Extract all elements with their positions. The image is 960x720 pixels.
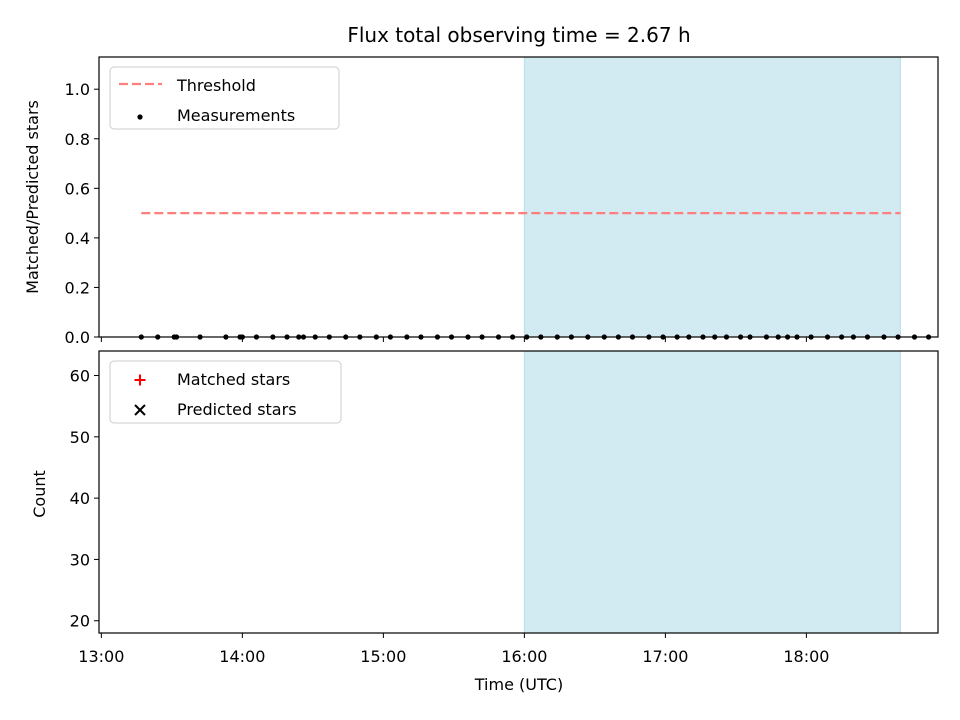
y-tick-label: 0.2 — [65, 278, 90, 297]
legend-measurement-swatch — [137, 114, 143, 120]
y-tick-label: 60 — [70, 367, 90, 386]
y-tick-label: 30 — [70, 550, 90, 569]
legend-label: Threshold — [176, 76, 256, 95]
y-tick-label: 40 — [70, 489, 90, 508]
x-tick-label: 14:00 — [219, 647, 265, 666]
legend-box — [109, 66, 340, 130]
x-tick-label: 15:00 — [360, 647, 406, 666]
panel-count: 20 30 40 50 60 13:00 14:00 15:00 16:00 17:00 18:00… — [70, 350, 939, 666]
legend-matched-swatch — [134, 374, 146, 386]
legend-predicted-swatch — [134, 404, 146, 416]
top-y-axis-label: Matched/Predicted stars — [23, 100, 42, 294]
x-tick-label: 16:00 — [501, 647, 547, 666]
x-axis-label: Time (UTC) — [474, 675, 563, 694]
bottom-y-axis-label: Count — [30, 470, 49, 518]
chart-title: Flux total observing time = 2.67 h — [347, 23, 690, 47]
y-tick-label: 1.0 — [65, 80, 90, 99]
y-tick-label: 0.4 — [65, 229, 90, 248]
legend-label: Measurements — [177, 106, 295, 125]
y-tick-label: 0.0 — [65, 328, 90, 347]
y-tick-label: 0.8 — [65, 130, 90, 149]
legend-box — [109, 360, 342, 424]
plot-frame — [98, 56, 939, 338]
y-tick-label: 20 — [70, 612, 90, 631]
y-tick-label: 50 — [70, 428, 90, 447]
observing-window-span — [523, 350, 901, 634]
x-tick-label: 13:00 — [78, 647, 124, 666]
legend-label: Matched stars — [177, 370, 290, 389]
x-tick-label: 18:00 — [783, 647, 829, 666]
legend-label: Predicted stars — [177, 400, 297, 419]
x-tick-label: 17:00 — [642, 647, 688, 666]
plot-frame — [98, 350, 939, 634]
y-tick-label: 0.6 — [65, 179, 90, 198]
panel-ratio: 0.0 0.2 0.4 0.6 0.8 1.0 Threshold Measurements — [65, 56, 939, 347]
observing-window-span — [523, 56, 901, 338]
